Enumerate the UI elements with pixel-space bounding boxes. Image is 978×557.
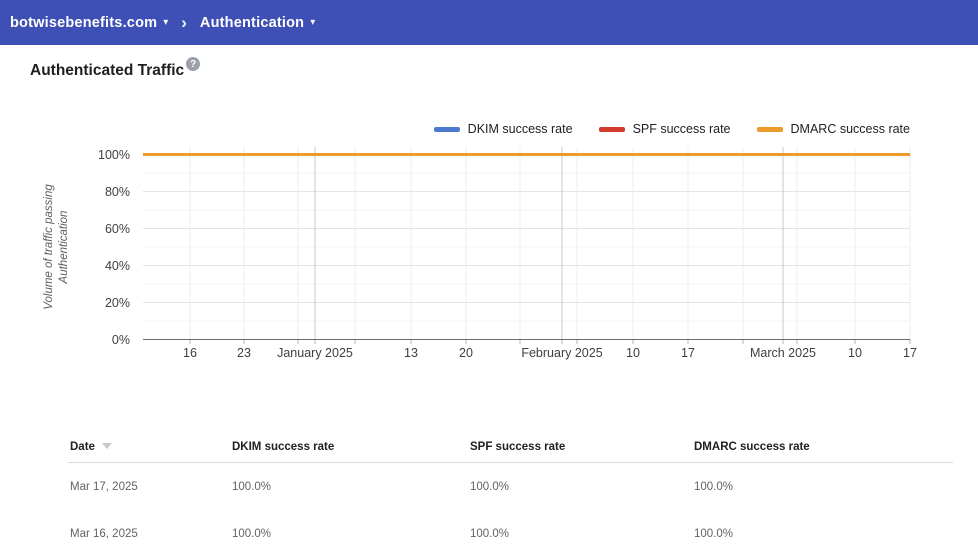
column-header-label: DMARC success rate [694,441,810,453]
y-axis-label: 80% [105,185,130,199]
sort-desc-icon [101,443,112,449]
breadcrumb-chevron-icon: › [181,13,187,32]
cell-value: 100.0% [694,480,734,493]
cell-value: 100.0% [232,527,272,540]
y-axis-label: 20% [105,296,130,310]
chart-legend: DKIM success rate SPF success rate DMARC s… [433,122,910,136]
y-axis-label: 60% [105,222,130,236]
domain-dropdown-label: botwisebenefits.com [10,14,158,31]
column-header-dkim-success-rate: DKIM success rate [230,431,468,463]
top-nav-bar: botwisebenefits.com ▾ › Authentication ▾ [0,0,978,45]
column-header-label: SPF success rate [470,441,566,453]
traffic-table: Date DKIM success rate SPF success rate DMA… [68,431,953,557]
x-axis-label: January 2025 [277,346,353,360]
x-axis-label: 17 [903,346,917,360]
column-header-dmarc-success-rate: DMARC success rate [692,431,953,463]
table-row: Mar 17, 2025 100.0% 100.0% 100.0% [68,463,953,511]
column-header-spf-success-rate: SPF success rate [468,431,692,463]
dropdown-caret-icon: ▾ [163,17,169,28]
x-axis-label: 16 [183,346,197,360]
section-dropdown-label: Authentication [199,14,305,31]
legend-swatch-icon [598,126,625,132]
legend-swatch-icon [756,126,783,132]
legend-label: DMARC success rate [790,122,910,136]
legend-swatch-icon [433,126,460,132]
dropdown-caret-icon: ▾ [310,17,316,28]
x-axis-label: 23 [237,346,251,360]
y-axis-label: 40% [105,259,130,273]
column-header-label: Date [70,441,95,453]
y-axis-label: 100% [98,148,130,162]
column-header-label: DKIM success rate [232,441,335,453]
page-title: Authenticated Traffic [30,62,185,79]
table-header-row: Date DKIM success rate SPF success rate DMA… [68,431,953,463]
traffic-table-wrap: Date DKIM success rate SPF success rate DMA… [68,431,953,557]
page-title-row: Authenticated Traffic ? [30,57,201,81]
cell-date: Mar 16, 2025 [70,527,138,540]
cell-value: 100.0% [232,480,272,493]
x-axis-label: March 2025 [750,346,816,360]
cell-value: 100.0% [694,527,734,540]
x-axis-label: 10 [626,346,640,360]
legend-item-dmarc: DMARC success rate [756,122,910,136]
legend-label: DKIM success rate [467,122,573,136]
cell-value: 100.0% [470,527,510,540]
y-axis-label: 0% [112,333,130,347]
legend-label: SPF success rate [632,122,731,136]
cell-date: Mar 17, 2025 [70,480,138,493]
legend-item-spf: SPF success rate [598,122,731,136]
legend-item-dkim: DKIM success rate [433,122,573,136]
column-header-date[interactable]: Date [68,431,230,463]
x-axis-label: 10 [848,346,862,360]
x-axis-label: 13 [404,346,418,360]
section-dropdown[interactable]: Authentication ▾ [200,15,315,31]
authenticated-traffic-chart[interactable]: 16 23 January 2025 13 20 February 2025 10 17 Mar… [0,0,978,400]
table-row: Mar 16, 2025 100.0% 100.0% 100.0% [68,510,953,557]
x-axis-label: 20 [459,346,473,360]
domain-dropdown[interactable]: botwisebenefits.com ▾ [10,15,168,31]
x-axis-label: February 2025 [521,346,602,360]
help-icon[interactable]: ? [186,57,201,71]
x-axis-label: 17 [681,346,695,360]
cell-value: 100.0% [470,480,510,493]
